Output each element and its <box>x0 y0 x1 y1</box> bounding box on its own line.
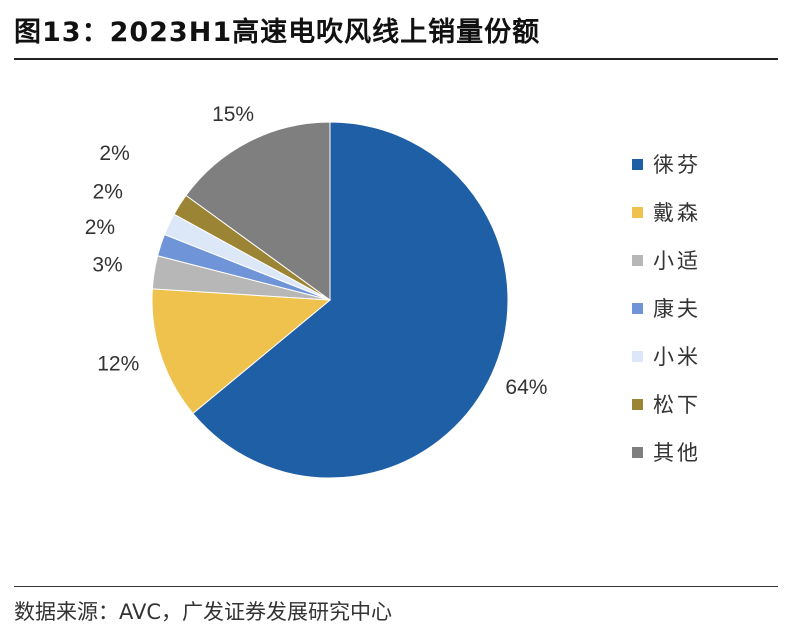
legend-swatch <box>632 446 643 458</box>
legend-item: 徕芬 <box>632 140 782 188</box>
legend-item: 松下 <box>632 380 782 428</box>
legend-item: 其他 <box>632 428 782 476</box>
footer-divider <box>14 586 778 587</box>
legend-item: 康夫 <box>632 284 782 332</box>
legend-swatch <box>632 158 643 170</box>
legend-item: 戴森 <box>632 188 782 236</box>
legend-label: 徕芬 <box>653 153 701 177</box>
pie-slice-1 <box>192 121 509 479</box>
legend-swatch <box>632 398 643 410</box>
legend-item: 小米 <box>632 332 782 380</box>
legend-label: 康夫 <box>653 297 701 321</box>
legend-label: 小米 <box>653 345 701 369</box>
legend-item: 小适 <box>632 236 782 284</box>
slice-value-label: 15% <box>212 103 254 126</box>
legend-swatch <box>632 302 643 314</box>
legend-swatch <box>632 206 643 218</box>
slice-value-label: 2% <box>85 216 115 239</box>
title-divider <box>14 58 778 60</box>
legend-swatch <box>632 350 643 362</box>
slice-value-label: 12% <box>97 352 139 375</box>
slice-value-label: 2% <box>99 142 129 165</box>
legend-swatch <box>632 254 643 266</box>
legend-label: 松下 <box>653 393 701 417</box>
pie-slice-2 <box>151 288 332 415</box>
pie-slice-7 <box>185 121 331 301</box>
source-note: 数据来源：AVC，广发证券发展研究中心 <box>14 600 393 624</box>
legend-label: 小适 <box>653 249 701 273</box>
chart-title: 图13：2023H1高速电吹风线上销量份额 <box>14 17 541 48</box>
legend-label: 戴森 <box>653 201 701 225</box>
slice-value-label: 3% <box>92 254 122 277</box>
slice-value-label: 2% <box>93 181 123 204</box>
chart-legend: 徕芬 戴森 小适 康夫 小米 松下 其他 <box>632 140 782 476</box>
slice-value-label: 64% <box>505 376 547 399</box>
legend-label: 其他 <box>653 441 701 465</box>
